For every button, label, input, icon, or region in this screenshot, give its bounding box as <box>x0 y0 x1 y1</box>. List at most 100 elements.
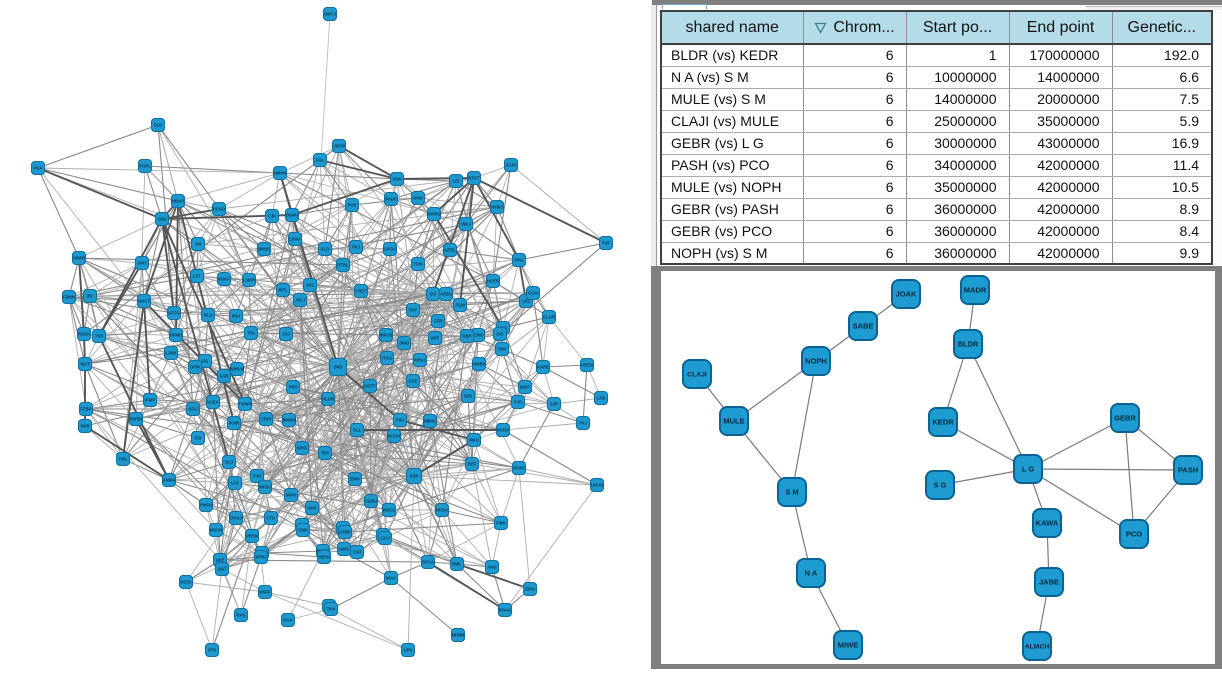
svg-text:GEBR: GEBR <box>1114 414 1136 423</box>
svg-text:SON: SON <box>392 177 401 182</box>
svg-text:UEEN: UEEN <box>581 363 593 368</box>
svg-text:SFWF: SFWF <box>513 466 525 471</box>
svg-text:TUF: TUF <box>602 241 611 246</box>
svg-text:SLO: SLO <box>225 460 234 465</box>
svg-text:JNTM: JNTM <box>333 144 345 149</box>
svg-text:PGPL: PGPL <box>139 164 151 169</box>
svg-text:N A: N A <box>805 569 818 578</box>
svg-text:IAF: IAF <box>430 292 437 297</box>
svg-text:OMFR: OMFR <box>73 256 85 261</box>
svg-text:NMHN: NMHN <box>274 171 287 176</box>
svg-text:NTRJ: NTRJ <box>256 555 268 560</box>
svg-text:PKJ: PKJ <box>352 245 361 250</box>
svg-text:SNT: SNT <box>409 308 418 313</box>
svg-text:CIC: CIC <box>496 332 503 337</box>
svg-text:JFAT: JFAT <box>137 261 147 266</box>
svg-text:GDE: GDE <box>408 379 417 384</box>
svg-text:MUT: MUT <box>80 362 90 367</box>
svg-text:MJKF: MJKF <box>218 277 230 282</box>
svg-text:GEBL: GEBL <box>444 248 456 253</box>
svg-text:KSK: KSK <box>410 474 419 479</box>
svg-text:NNCT: NNCT <box>138 299 150 304</box>
svg-text:MBHL: MBHL <box>424 419 437 424</box>
svg-text:IDKP: IDKP <box>520 385 530 390</box>
svg-text:WGCL: WGCL <box>383 508 396 513</box>
svg-text:SGBU: SGBU <box>365 499 377 504</box>
svg-text:JHI: JHI <box>195 242 202 247</box>
svg-text:KBH: KBH <box>462 334 471 339</box>
svg-text:DLD: DLD <box>154 123 163 128</box>
svg-text:JOJ: JOJ <box>282 332 291 337</box>
svg-text:GCM: GCM <box>528 291 538 296</box>
svg-text:CLAJI: CLAJI <box>687 372 707 379</box>
svg-text:MADR: MADR <box>964 286 987 295</box>
svg-text:WHIF: WHIF <box>297 446 308 451</box>
svg-text:ANMG: ANMG <box>163 478 176 483</box>
svg-text:KEDR: KEDR <box>932 418 954 427</box>
svg-text:PPG: PPG <box>515 258 524 263</box>
svg-text:DDTF: DDTF <box>364 384 376 389</box>
svg-text:IBJ: IBJ <box>87 294 94 299</box>
svg-text:MULE: MULE <box>723 417 744 426</box>
svg-text:JOJO: JOJO <box>505 163 517 168</box>
svg-text:LKE: LKE <box>522 299 531 304</box>
svg-text:CJK: CJK <box>268 214 276 219</box>
svg-text:FEBP: FEBP <box>80 407 91 412</box>
svg-text:KARE: KARE <box>537 365 549 370</box>
svg-text:MKU: MKU <box>469 438 479 443</box>
svg-text:TSS: TSS <box>95 334 103 339</box>
svg-text:PNSN: PNSN <box>200 503 212 508</box>
svg-text:HPDA: HPDA <box>436 508 448 513</box>
svg-text:SKCA: SKCA <box>422 560 434 565</box>
svg-text:LKMA: LKMA <box>289 237 301 242</box>
svg-text:MGON: MGON <box>209 528 222 533</box>
svg-text:GWG: GWG <box>339 547 349 552</box>
svg-text:S M: S M <box>785 488 798 497</box>
svg-text:UWJG: UWJG <box>591 483 604 488</box>
svg-text:DKUJ: DKUJ <box>230 516 242 521</box>
svg-text:IHAC: IHAC <box>386 576 396 581</box>
svg-text:SWSH: SWSH <box>130 417 143 422</box>
svg-text:OLOR: OLOR <box>543 315 555 320</box>
svg-text:TOW: TOW <box>413 262 423 267</box>
svg-text:TMK: TMK <box>497 347 506 352</box>
svg-text:CRDT: CRDT <box>355 289 367 294</box>
svg-text:SABE: SABE <box>853 322 874 331</box>
svg-text:TWL: TWL <box>118 457 128 462</box>
svg-text:BMWN: BMWN <box>282 418 296 423</box>
svg-text:KOA: KOA <box>283 618 292 623</box>
svg-text:PAUC: PAUC <box>385 197 397 202</box>
svg-text:OUT: OUT <box>218 567 227 572</box>
svg-text:PCGD: PCGD <box>213 207 225 212</box>
svg-text:CDU: CDU <box>157 217 166 222</box>
svg-text:ALMCH: ALMCH <box>1025 644 1050 651</box>
svg-text:LFT: LFT <box>193 274 201 279</box>
svg-text:BNNS: BNNS <box>258 247 270 252</box>
svg-text:HCER: HCER <box>487 279 499 284</box>
svg-text:DPW: DPW <box>190 365 200 370</box>
svg-text:RWL: RWL <box>452 562 462 567</box>
svg-text:CBIH: CBIH <box>261 417 271 422</box>
svg-text:NFMJ: NFMJ <box>491 205 503 210</box>
svg-text:WFCB: WFCB <box>380 333 393 338</box>
svg-text:DGWJ: DGWJ <box>286 213 299 218</box>
svg-text:CNJ: CNJ <box>353 550 362 555</box>
svg-text:TKH: TKH <box>327 607 336 612</box>
svg-text:KCOH: KCOH <box>388 434 400 439</box>
svg-text:APBF: APBF <box>339 530 351 535</box>
svg-text:DPD: DPD <box>334 365 343 370</box>
svg-text:S G: S G <box>934 481 947 490</box>
svg-text:KKR: KKR <box>80 424 89 429</box>
svg-text:MFW: MFW <box>286 493 296 498</box>
svg-text:WHLC: WHLC <box>414 358 427 363</box>
svg-text:SFG: SFG <box>306 283 315 288</box>
svg-text:ITGG: ITGG <box>382 356 392 361</box>
svg-text:BPF: BPF <box>431 336 440 341</box>
svg-text:KEJC: KEJC <box>180 580 191 585</box>
svg-text:SED: SED <box>464 394 473 399</box>
svg-text:MHHM: MHHM <box>451 633 465 638</box>
svg-text:FWK: FWK <box>496 521 506 526</box>
svg-text:FTU: FTU <box>267 516 275 521</box>
svg-text:KNFF: KNFF <box>259 590 271 595</box>
svg-text:OMTJ: OMTJ <box>324 12 336 17</box>
